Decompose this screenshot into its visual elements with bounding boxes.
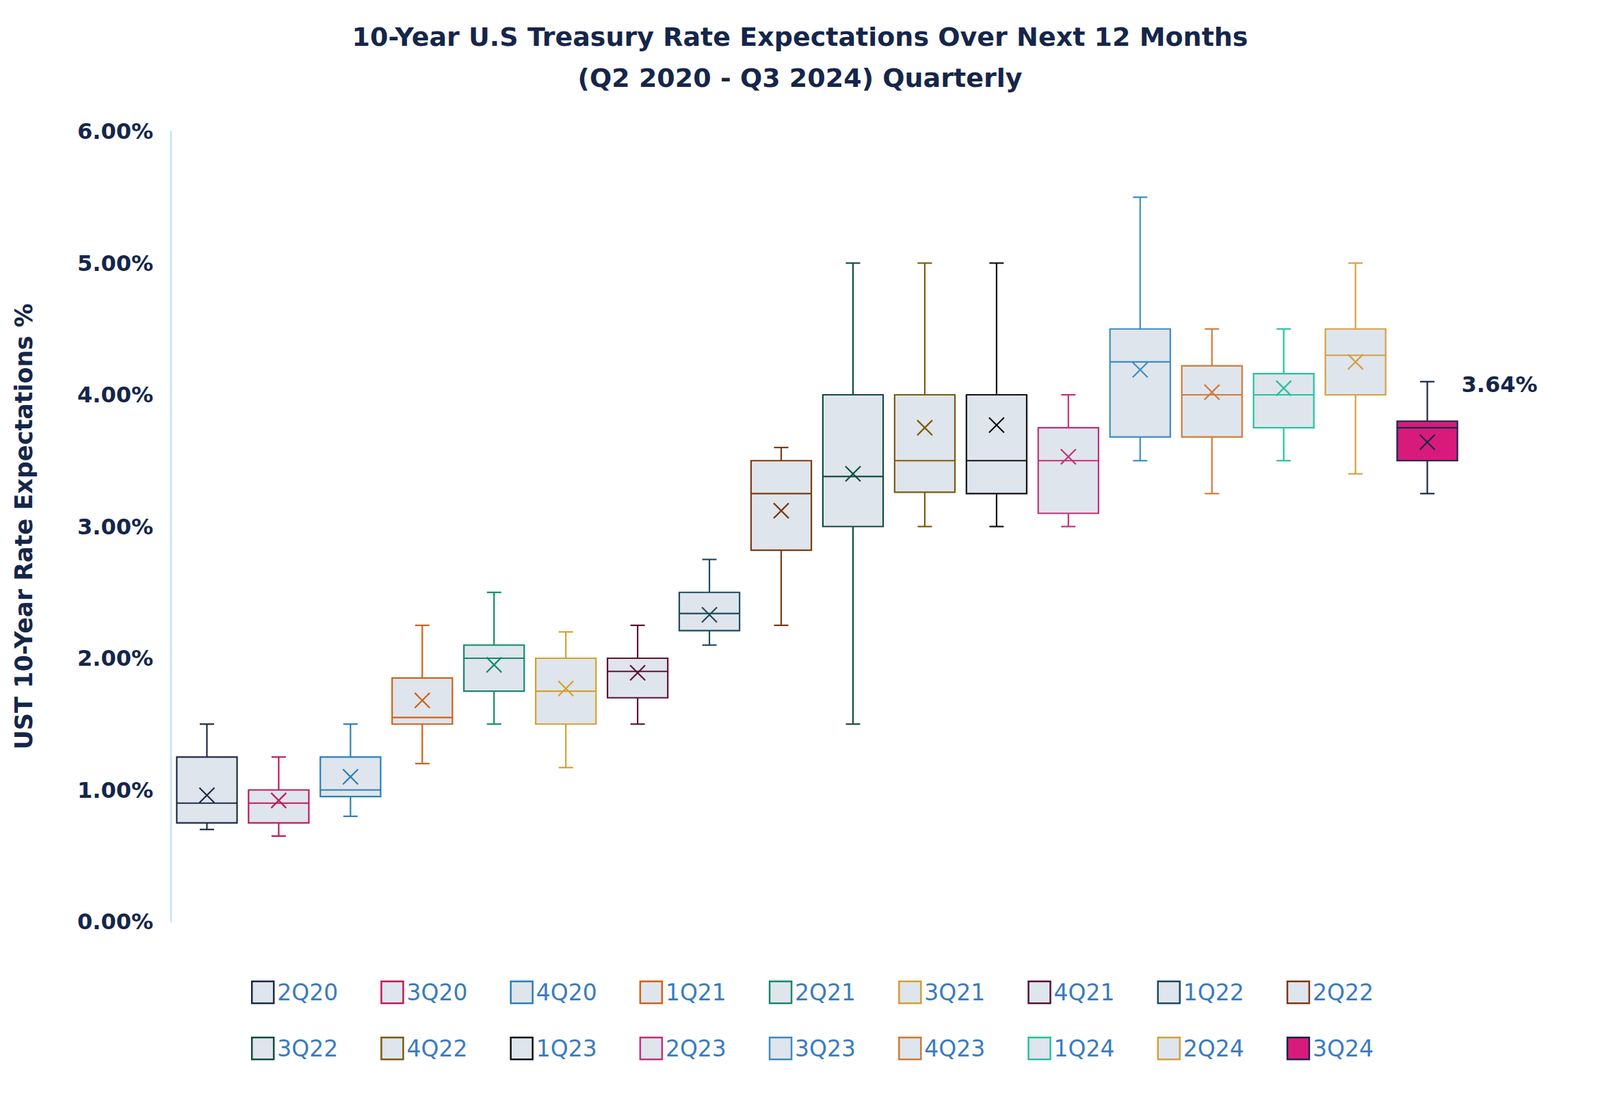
- svg-text:3Q24: 3Q24: [1312, 1034, 1374, 1062]
- svg-text:3Q22: 3Q22: [277, 1034, 338, 1062]
- svg-text:6.00%: 6.00%: [77, 118, 154, 145]
- svg-text:1Q24: 1Q24: [1054, 1034, 1116, 1062]
- svg-text:4Q21: 4Q21: [1054, 978, 1116, 1006]
- svg-text:1.00%: 1.00%: [77, 777, 154, 804]
- svg-text:4.00%: 4.00%: [77, 381, 154, 408]
- svg-text:1Q21: 1Q21: [665, 978, 727, 1006]
- svg-text:(Q2 2020 - Q3 2024) Quarterly: (Q2 2020 - Q3 2024) Quarterly: [578, 62, 1023, 94]
- svg-text:2Q20: 2Q20: [277, 978, 338, 1006]
- svg-text:4Q23: 4Q23: [924, 1034, 986, 1062]
- svg-text:2Q21: 2Q21: [794, 978, 856, 1006]
- svg-text:4Q20: 4Q20: [536, 978, 598, 1006]
- svg-text:2Q23: 2Q23: [665, 1034, 727, 1062]
- svg-text:2Q24: 2Q24: [1183, 1034, 1245, 1062]
- svg-text:4Q22: 4Q22: [406, 1034, 468, 1062]
- svg-text:0.00%: 0.00%: [77, 908, 154, 935]
- svg-text:2Q22: 2Q22: [1312, 978, 1374, 1006]
- svg-text:1Q23: 1Q23: [536, 1034, 598, 1062]
- svg-text:1Q22: 1Q22: [1183, 978, 1245, 1006]
- svg-text:10-Year U.S Treasury Rate Expe: 10-Year U.S Treasury Rate Expectations O…: [352, 21, 1249, 52]
- svg-text:3.00%: 3.00%: [77, 513, 154, 540]
- svg-text:5.00%: 5.00%: [77, 250, 154, 277]
- svg-text:UST 10-Year Rate Expectations: UST 10-Year Rate Expectations %: [10, 303, 38, 750]
- svg-text:3.64%: 3.64%: [1461, 371, 1538, 398]
- svg-text:3Q23: 3Q23: [794, 1034, 856, 1062]
- svg-text:3Q20: 3Q20: [406, 978, 468, 1006]
- svg-text:2.00%: 2.00%: [77, 645, 154, 672]
- svg-text:3Q21: 3Q21: [924, 978, 986, 1006]
